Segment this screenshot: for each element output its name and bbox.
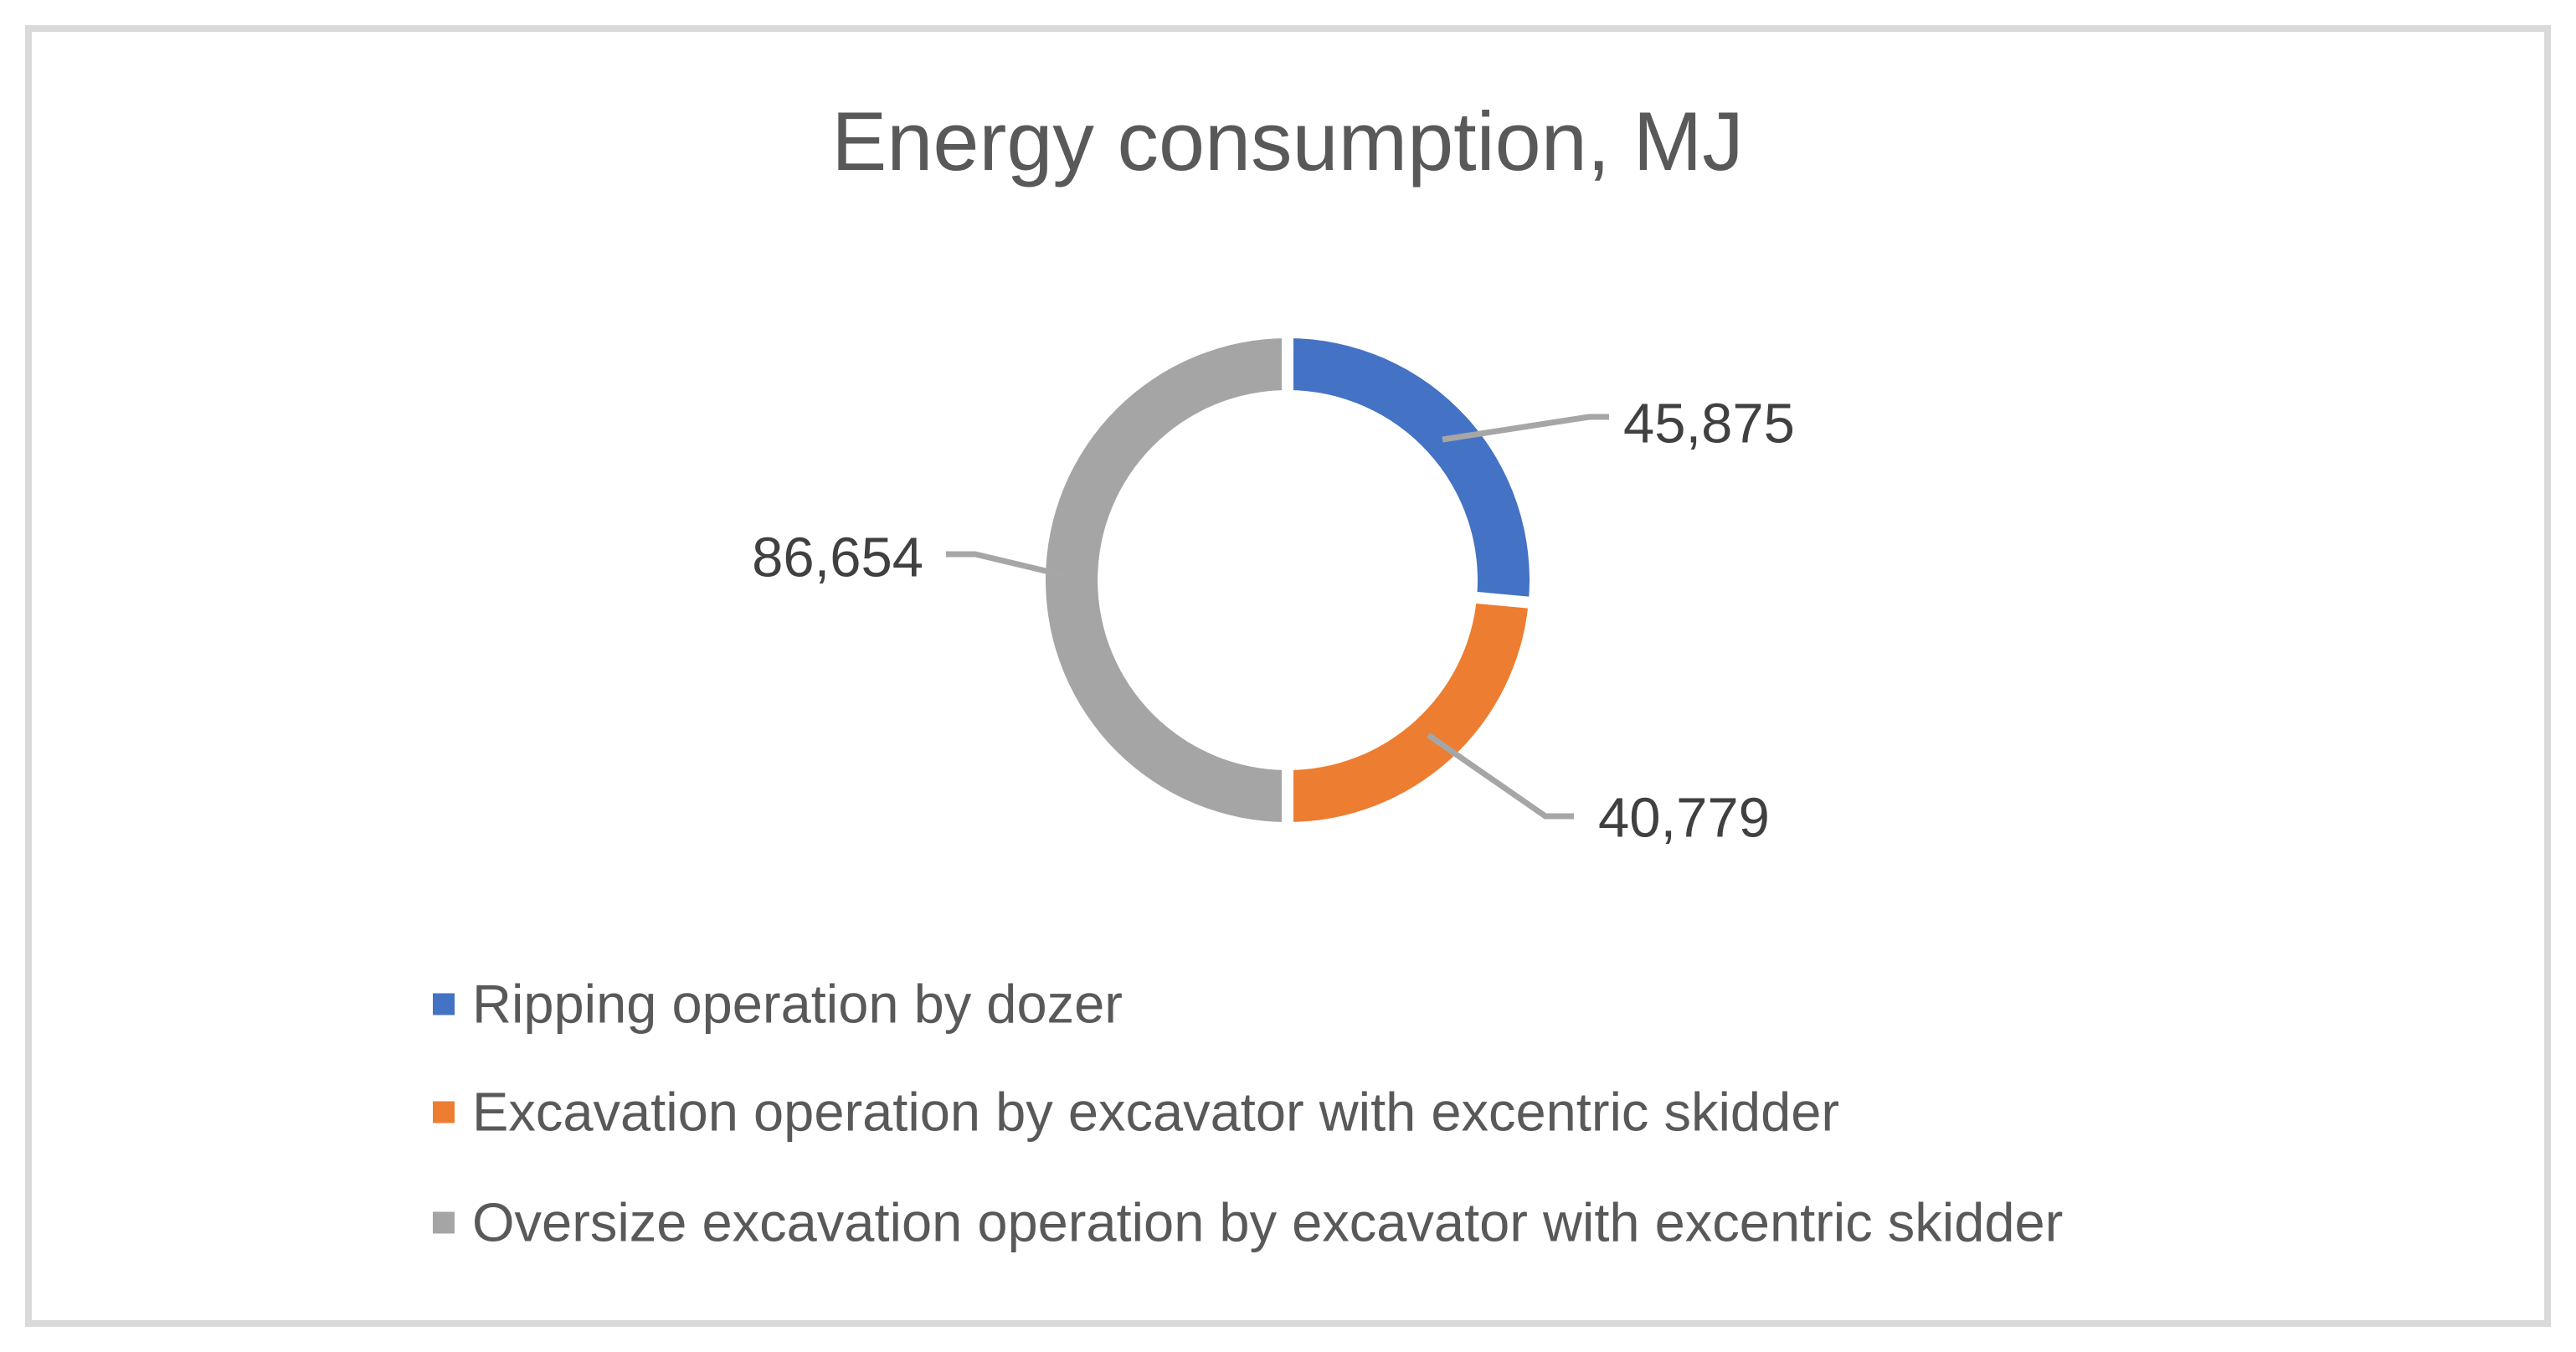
- legend-label-oversize: Oversize excavation operation by excavat…: [472, 1191, 2064, 1253]
- legend-item-oversize: Oversize excavation operation by excavat…: [433, 1191, 2063, 1254]
- legend-item-ripping: Ripping operation by dozer: [433, 973, 1123, 1036]
- donut-segments: [1046, 338, 1530, 822]
- donut-segment-2: [1046, 338, 1288, 822]
- data-label-oversize: 86,654: [752, 526, 923, 589]
- data-label-ripping: 45,875: [1623, 392, 1795, 455]
- figure-border: [25, 25, 2551, 1327]
- data-label-excavation: 40,779: [1598, 786, 1770, 850]
- donut-segment-1: [1288, 597, 1529, 822]
- legend-item-excavation: Excavation operation by excavator with e…: [433, 1081, 1839, 1144]
- leader-line-2: [946, 551, 1064, 578]
- leader-line-0: [1442, 414, 1609, 443]
- legend-label-excavation: Excavation operation by excavator with e…: [472, 1081, 1840, 1143]
- legend-swatch-oversize: [433, 1211, 455, 1233]
- donut-segment-0: [1288, 338, 1530, 603]
- segment-gap-1: [1469, 591, 1536, 609]
- chart-title: Energy consumption, MJ: [831, 95, 1744, 188]
- legend-label-ripping: Ripping operation by dozer: [472, 973, 1123, 1035]
- legend-swatch-excavation: [433, 1101, 455, 1123]
- leader-line-1: [1427, 733, 1574, 820]
- leader-lines: [946, 414, 1609, 820]
- segment-gaps: [1282, 332, 1536, 829]
- legend-swatch-ripping: [433, 993, 455, 1015]
